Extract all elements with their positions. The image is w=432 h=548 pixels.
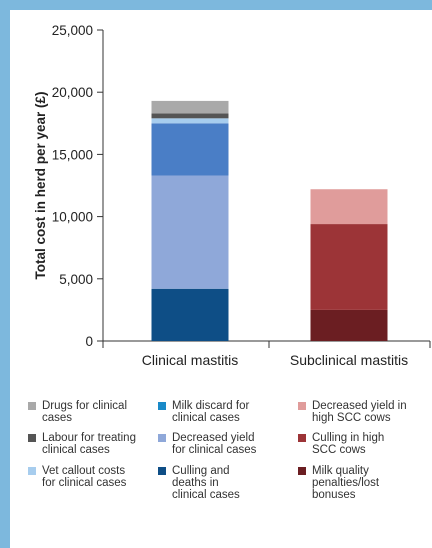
legend-item: Milk discard for clinical cases — [158, 400, 249, 424]
y-tick-label: 10,000 — [52, 210, 93, 225]
legend-item: Decreased yield for clinical cases — [158, 432, 256, 456]
y-tick-label: 0 — [85, 334, 93, 349]
legend-swatch — [298, 434, 306, 442]
legend-swatch — [158, 467, 166, 475]
bar-segment — [151, 175, 229, 289]
legend-item: Drugs for clinical cases — [28, 400, 127, 424]
x-category-label: Subclinical mastitis — [290, 352, 408, 368]
y-tick-label: 5,000 — [59, 272, 93, 287]
y-tick-label: 15,000 — [52, 147, 93, 162]
legend-label: Milk quality penalties/lost bonuses — [312, 465, 380, 501]
legend-label: Vet callout costs for clinical cases — [42, 465, 127, 489]
legend-label: Culling in high SCC cows — [312, 432, 385, 456]
legend-item: Milk quality penalties/lost bonuses — [298, 465, 379, 501]
x-category-label: Clinical mastitis — [142, 352, 238, 368]
legend-item: Decreased yield in high SCC cows — [298, 400, 407, 424]
legend-label: Drugs for clinical cases — [42, 400, 127, 424]
bar-segment — [151, 118, 229, 124]
legend-swatch — [28, 434, 36, 442]
legend-label: Milk discard for clinical cases — [172, 400, 250, 424]
legend-swatch — [298, 402, 306, 410]
legend-item: Culling and deaths in clinical cases — [158, 465, 240, 501]
bar-segment — [151, 113, 229, 119]
stacked-bar-chart: 0 5,000 10,000 15,000 20,000 25,000 Clinical m… — [33, 23, 431, 368]
chart-card: 0 5,000 10,000 15,000 20,000 25,000 Clinical m… — [10, 10, 432, 548]
legend-label: Culling and deaths in clinical cases — [172, 465, 240, 501]
legend-item: Culling in high SCC cows — [298, 432, 384, 456]
legend-swatch — [28, 467, 36, 475]
bar-segment — [310, 189, 388, 225]
bar-segment — [151, 100, 229, 114]
legend-label: Labour for treating clinical cases — [42, 432, 136, 456]
legend-item: Labour for treating clinical cases — [28, 432, 136, 456]
legend-label: Decreased yield for clinical cases — [172, 432, 257, 456]
legend-swatch — [158, 402, 166, 410]
legend-swatch — [28, 402, 36, 410]
legend-swatch — [298, 467, 306, 475]
bar-segment — [151, 123, 229, 176]
bar-segment — [310, 309, 388, 341]
legend-swatch — [158, 434, 166, 442]
y-tick-label: 20,000 — [52, 85, 93, 100]
bar-segment — [151, 288, 229, 341]
legend-item: Vet callout costs for clinical cases — [28, 465, 126, 489]
y-tick-label: 25,000 — [52, 23, 93, 38]
bar-segment — [310, 224, 388, 310]
legend-label: Decreased yield in high SCC cows — [312, 400, 407, 424]
y-axis-title: Total cost in herd per year (£) — [33, 91, 48, 279]
